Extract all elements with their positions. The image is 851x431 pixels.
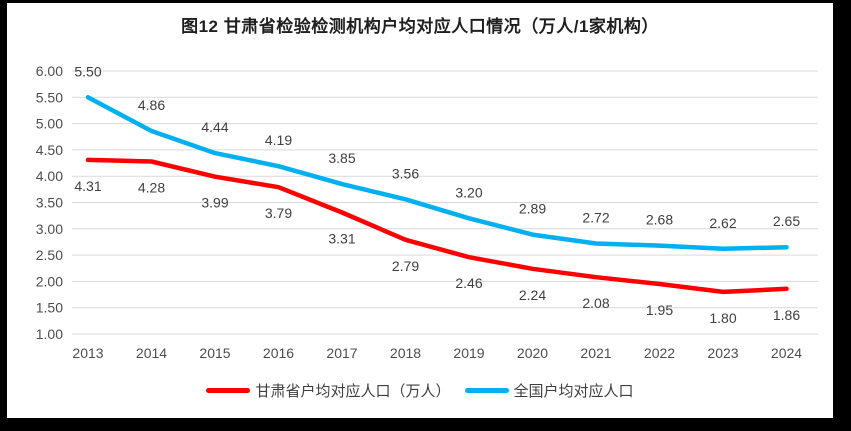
series-line-national [85,95,789,252]
x-axis-tick-label: 2021 [580,345,611,361]
x-axis-tick-label: 2013 [72,345,103,361]
chart-legend: 甘肃省户均对应人口（万人） 全国户均对应人口 [7,380,833,401]
x-axis-tick-label: 2015 [199,345,230,361]
y-axis-tick-label: 3.00 [36,221,63,237]
data-label: 3.31 [328,230,355,246]
data-label: 5.50 [74,63,101,79]
data-label: 4.44 [201,119,228,135]
data-label: 1.95 [646,302,673,318]
y-axis-tick-label: 4.00 [36,168,63,184]
y-axis-tick-label: 1.50 [36,300,63,316]
x-axis-tick-label: 2018 [390,345,421,361]
data-label: 3.79 [265,205,292,221]
data-label: 3.85 [328,150,355,166]
data-label: 4.28 [138,179,165,195]
data-label: 2.24 [519,287,546,303]
data-label: 2.89 [519,201,546,217]
data-label: 3.20 [455,184,482,200]
legend-item-gansu: 甘肃省户均对应人口（万人） [206,380,451,401]
data-label: 4.31 [74,178,101,194]
data-label: 2.08 [582,295,609,311]
y-axis-tick-label: 6.00 [36,63,63,79]
data-label: 1.86 [773,307,800,323]
data-label: 2.79 [392,258,419,274]
legend-swatch-national [464,388,509,393]
chart-title: 图12 甘肃省检验检测机构户均对应人口情况（万人/1家机构） [181,17,659,36]
data-label: 2.46 [455,275,482,291]
data-label: 2.68 [646,212,673,228]
data-label: 1.80 [709,310,736,326]
chart-page: 图12 甘肃省检验检测机构户均对应人口情况（万人/1家机构） 6.00 5.50 5… [7,3,833,418]
data-label: 2.65 [773,213,800,229]
line-chart-plot: 6.00 5.50 5.00 4.50 4.00 3.50 3.00 2.50 2.00 1.50… [36,63,818,361]
y-axis-tick-label: 5.00 [36,116,63,132]
x-axis-tick-label: 2024 [771,345,802,361]
y-axis-tick-label: 2.50 [36,247,63,263]
legend-item-national: 全国户均对应人口 [464,380,634,401]
legend-label-national: 全国户均对应人口 [513,383,634,400]
y-axis-tick-label: 5.50 [36,89,63,105]
series-line-gansu [85,157,789,295]
data-label: 3.99 [201,195,228,211]
y-axis-tick-label: 3.50 [36,195,63,211]
legend-label-gansu: 甘肃省户均对应人口（万人） [255,383,451,400]
x-axis-tick-label: 2019 [453,345,484,361]
data-label: 2.72 [582,210,609,226]
x-axis-tick-label: 2016 [263,345,294,361]
x-axis-tick-label: 2014 [136,345,167,361]
x-axis-tick-label: 2020 [517,345,548,361]
y-axis-tick-label: 4.50 [36,142,63,158]
y-axis-tick-label: 1.00 [36,326,63,342]
legend-swatch-gansu [206,388,251,393]
x-axis-tick-label: 2017 [326,345,357,361]
data-label: 4.19 [265,132,292,148]
data-label: 2.62 [709,215,736,231]
x-axis-tick-label: 2023 [707,345,738,361]
y-axis-tick-label: 2.00 [36,273,63,289]
data-label: 4.86 [138,97,165,113]
data-label: 3.56 [392,165,419,181]
x-axis-tick-label: 2022 [644,345,675,361]
